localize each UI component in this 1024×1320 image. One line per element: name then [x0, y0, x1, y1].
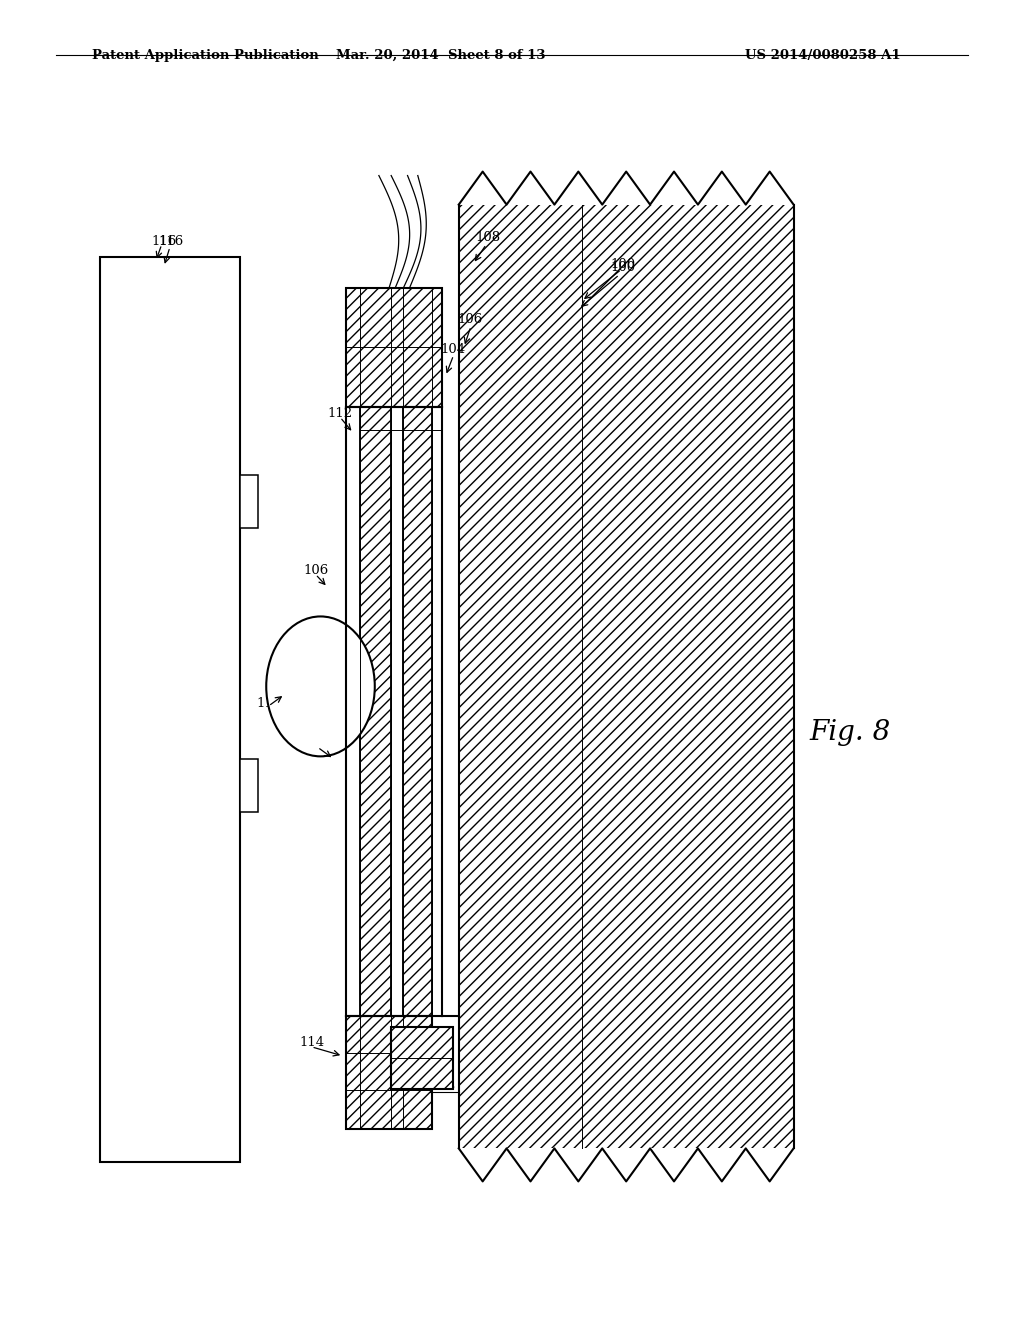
- Text: 106: 106: [303, 564, 329, 577]
- Bar: [442, 1016, 459, 1129]
- Text: 100: 100: [610, 261, 636, 275]
- Text: 106: 106: [458, 313, 483, 326]
- Text: 114: 114: [299, 1036, 325, 1049]
- Bar: [240, 475, 258, 528]
- Text: 116: 116: [152, 235, 177, 248]
- Bar: [459, 205, 794, 1148]
- Text: 104: 104: [440, 343, 466, 356]
- Text: 118: 118: [430, 1080, 456, 1093]
- Bar: [360, 407, 391, 1016]
- Bar: [459, 125, 794, 205]
- Bar: [391, 407, 403, 1016]
- Text: US 2014/0080258 A1: US 2014/0080258 A1: [745, 49, 901, 62]
- Bar: [346, 288, 442, 407]
- Bar: [391, 1027, 453, 1089]
- Text: Fig. 8: Fig. 8: [809, 719, 891, 746]
- Text: 108: 108: [475, 231, 501, 244]
- Text: Mar. 20, 2014  Sheet 8 of 13: Mar. 20, 2014 Sheet 8 of 13: [336, 49, 545, 62]
- Text: Patent Application Publication: Patent Application Publication: [92, 49, 318, 62]
- Text: 102: 102: [305, 735, 331, 748]
- Bar: [346, 1016, 432, 1129]
- Text: 110: 110: [256, 697, 282, 710]
- Bar: [346, 1016, 432, 1129]
- Bar: [459, 1148, 794, 1228]
- Bar: [346, 407, 360, 1016]
- Bar: [346, 288, 442, 407]
- Text: 100: 100: [610, 257, 636, 271]
- Text: 112: 112: [328, 407, 353, 420]
- Bar: [403, 407, 432, 1016]
- Text: 116: 116: [159, 235, 184, 248]
- Bar: [100, 257, 240, 1162]
- Bar: [432, 407, 442, 1016]
- Bar: [240, 759, 258, 812]
- Circle shape: [266, 616, 375, 756]
- Bar: [391, 1027, 453, 1089]
